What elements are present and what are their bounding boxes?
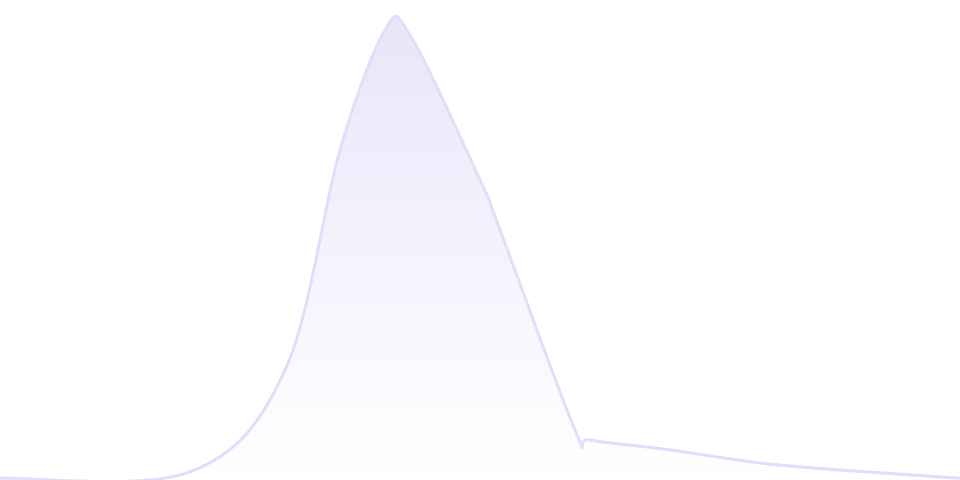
series-line <box>0 14 960 480</box>
area-fill <box>0 16 960 480</box>
